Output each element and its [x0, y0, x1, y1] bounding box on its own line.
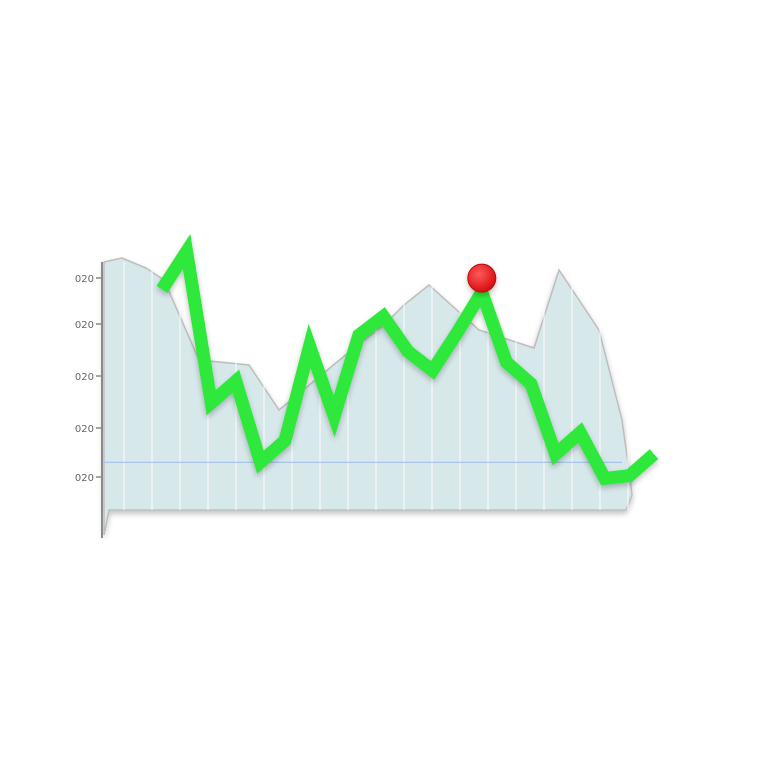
highlight-point: [467, 263, 497, 293]
vertical-grid: [123, 262, 629, 510]
series-line: [156, 233, 659, 486]
y-tick-label: 020: [75, 424, 94, 435]
y-tick-label: 020: [75, 372, 94, 383]
y-axis-ticks: 020 020 020 020 020: [75, 274, 102, 484]
y-tick-label: 020: [75, 320, 94, 331]
y-tick-label: 020: [75, 274, 94, 285]
y-tick-label: 020: [75, 473, 94, 484]
area-fill: [103, 257, 633, 536]
